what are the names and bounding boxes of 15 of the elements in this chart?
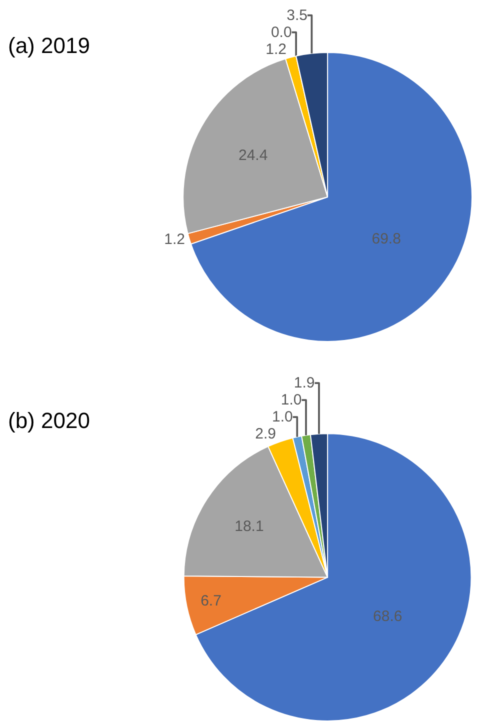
data-label: 1.0: [280, 392, 302, 409]
data-label: 1.0: [272, 408, 293, 426]
text: (b) 2020: [8, 408, 90, 433]
data-label: 2.9: [255, 426, 276, 443]
data-label: 24.4: [238, 146, 268, 164]
text: 0.0: [270, 24, 292, 41]
data-label: 18.1: [234, 518, 264, 535]
data-label: 6.7: [200, 592, 222, 610]
data-label: 1.9: [294, 374, 315, 392]
data-label: 1.2: [266, 40, 287, 58]
data-label: 1.2: [164, 231, 186, 248]
text: (a) 2019: [8, 33, 90, 58]
data-label: 3.5: [286, 6, 308, 24]
data-label: 69.8: [372, 230, 401, 248]
data-label: 68.6: [373, 608, 402, 626]
